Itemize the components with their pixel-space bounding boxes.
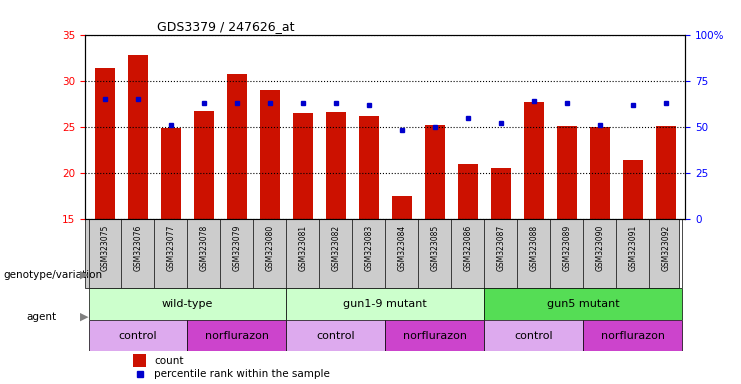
Bar [485,319,583,351]
Bar [194,111,214,219]
Text: agent: agent [26,312,56,322]
Bar [227,74,247,219]
Bar [88,288,286,319]
Text: GSM323076: GSM323076 [133,224,142,271]
Text: GSM323090: GSM323090 [595,224,604,271]
Bar [425,125,445,219]
Text: GSM323080: GSM323080 [265,224,274,271]
Bar [88,319,187,351]
Text: GSM323081: GSM323081 [299,224,308,271]
Bar [326,112,346,219]
Text: GSM323079: GSM323079 [233,224,242,271]
Bar [656,126,676,219]
Bar [187,319,286,351]
Bar [491,168,511,219]
Bar [583,319,682,351]
Text: count: count [154,356,184,366]
Text: GSM323085: GSM323085 [431,224,439,271]
Bar [161,127,181,219]
Text: GSM323086: GSM323086 [463,224,472,271]
Bar [392,196,412,219]
Bar [293,113,313,219]
Text: GSM323082: GSM323082 [331,224,340,271]
Text: GSM323091: GSM323091 [628,224,637,271]
Text: ▶: ▶ [80,270,88,280]
Bar [128,55,148,219]
Text: genotype/variation: genotype/variation [4,270,103,280]
Text: GSM323075: GSM323075 [101,224,110,271]
Text: control: control [316,331,355,341]
Bar [286,319,385,351]
Bar [286,288,485,319]
Text: norflurazon: norflurazon [601,331,665,341]
Bar [95,68,115,219]
Bar [556,126,576,219]
Bar [385,319,485,351]
Bar [359,116,379,219]
Text: GSM323083: GSM323083 [365,224,373,271]
Bar [260,90,280,219]
Bar [458,164,478,219]
Text: GSM323092: GSM323092 [661,224,670,271]
Text: norflurazon: norflurazon [403,331,467,341]
Text: GSM323089: GSM323089 [562,224,571,271]
Text: control: control [119,331,157,341]
Text: gun1-9 mutant: gun1-9 mutant [343,299,428,309]
Text: ▶: ▶ [80,312,88,322]
Text: control: control [514,331,553,341]
Text: GSM323088: GSM323088 [529,224,538,271]
Text: wild-type: wild-type [162,299,213,309]
Bar [622,160,642,219]
Bar [590,127,610,219]
Text: gun5 mutant: gun5 mutant [547,299,619,309]
Text: GSM323077: GSM323077 [167,224,176,271]
Bar [485,288,682,319]
Text: GSM323084: GSM323084 [397,224,406,271]
Text: percentile rank within the sample: percentile rank within the sample [154,369,330,379]
Text: GSM323078: GSM323078 [199,224,208,271]
Text: norflurazon: norflurazon [205,331,269,341]
Bar [133,354,147,367]
Text: GSM323087: GSM323087 [496,224,505,271]
Text: GDS3379 / 247626_at: GDS3379 / 247626_at [157,20,295,33]
Bar [524,102,544,219]
